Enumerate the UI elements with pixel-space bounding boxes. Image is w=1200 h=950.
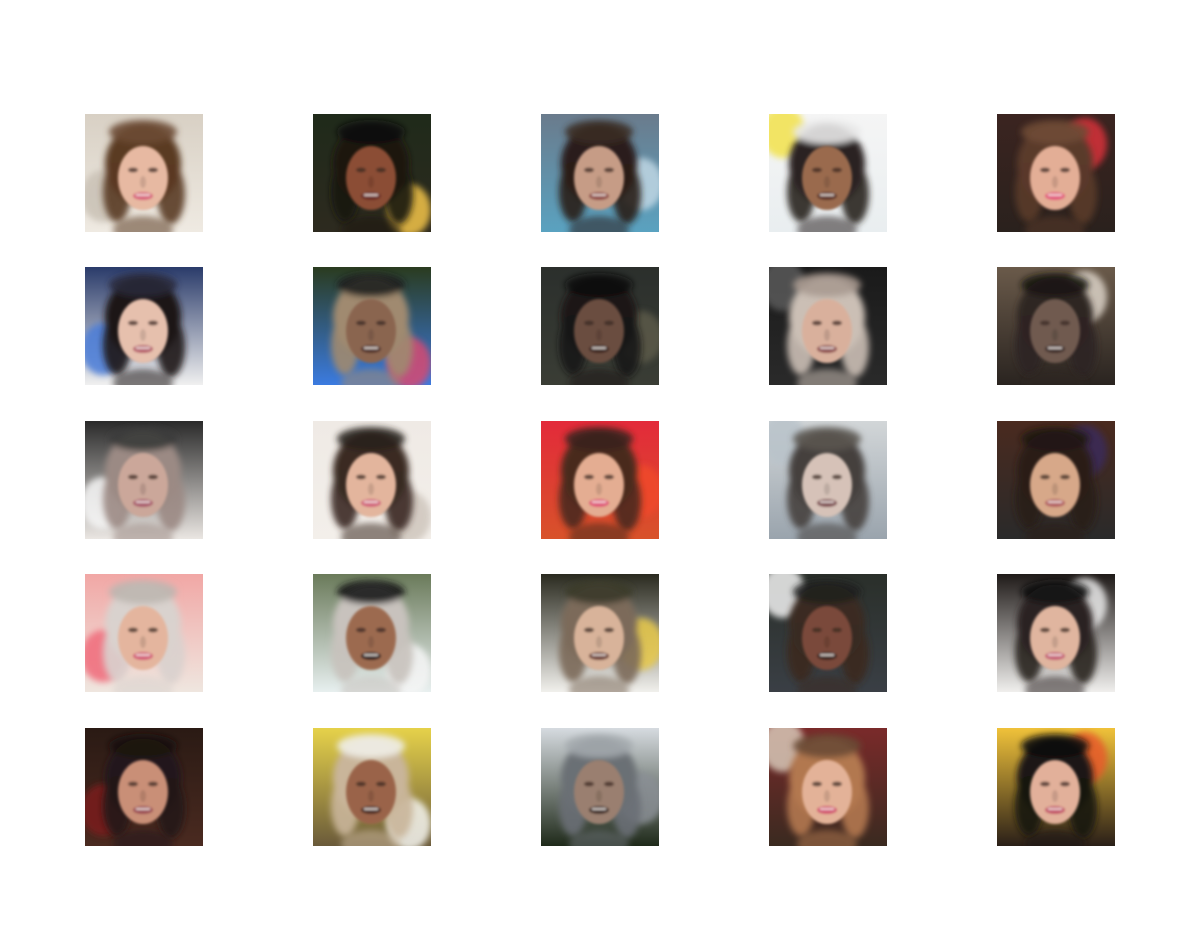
face-sample-tile [769,114,887,232]
generated-face-image [313,267,431,385]
face-sample-tile [541,421,659,539]
generated-face-image [997,574,1115,692]
face-sample-tile [85,114,203,232]
generated-face-image [541,728,659,846]
face-sample-tile [313,114,431,232]
generated-face-image [313,574,431,692]
generated-face-image [85,728,203,846]
generated-face-image [769,114,887,232]
generated-face-image [313,728,431,846]
face-sample-tile [769,728,887,846]
face-sample-tile [313,574,431,692]
generated-face-image [997,114,1115,232]
generated-face-image [769,728,887,846]
generated-face-image [85,574,203,692]
face-sample-tile [85,421,203,539]
face-sample-tile [85,728,203,846]
face-sample-tile [313,728,431,846]
generated-face-image [85,421,203,539]
generated-face-image [769,267,887,385]
face-sample-tile [769,421,887,539]
face-sample-tile [541,728,659,846]
face-sample-tile [313,267,431,385]
face-sample-tile [769,267,887,385]
generated-face-image [313,421,431,539]
generated-face-image [997,267,1115,385]
face-sample-tile [997,574,1115,692]
generated-face-image [769,574,887,692]
generated-face-image [997,421,1115,539]
generated-face-image [313,114,431,232]
generated-faces-grid [85,114,1116,846]
face-sample-tile [541,574,659,692]
face-sample-tile [85,574,203,692]
face-sample-tile [997,421,1115,539]
generated-face-image [769,421,887,539]
face-sample-tile [769,574,887,692]
generated-face-image [541,574,659,692]
generated-face-image [541,114,659,232]
face-sample-tile [997,267,1115,385]
generated-face-image [85,114,203,232]
face-sample-tile [997,728,1115,846]
face-sample-tile [541,267,659,385]
face-sample-tile [85,267,203,385]
generated-face-image [85,267,203,385]
generated-face-image [997,728,1115,846]
face-sample-tile [541,114,659,232]
face-sample-tile [313,421,431,539]
face-sample-tile [997,114,1115,232]
generated-face-image [541,421,659,539]
generated-face-image [541,267,659,385]
